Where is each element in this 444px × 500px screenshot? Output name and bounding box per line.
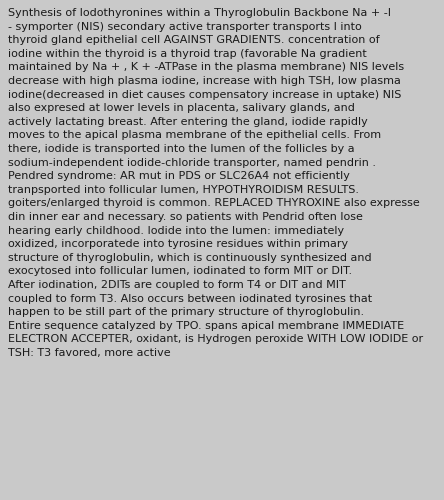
- Text: Synthesis of Iodothyronines within a Thyroglobulin Backbone Na + -I
- symporter : Synthesis of Iodothyronines within a Thy…: [8, 8, 423, 358]
